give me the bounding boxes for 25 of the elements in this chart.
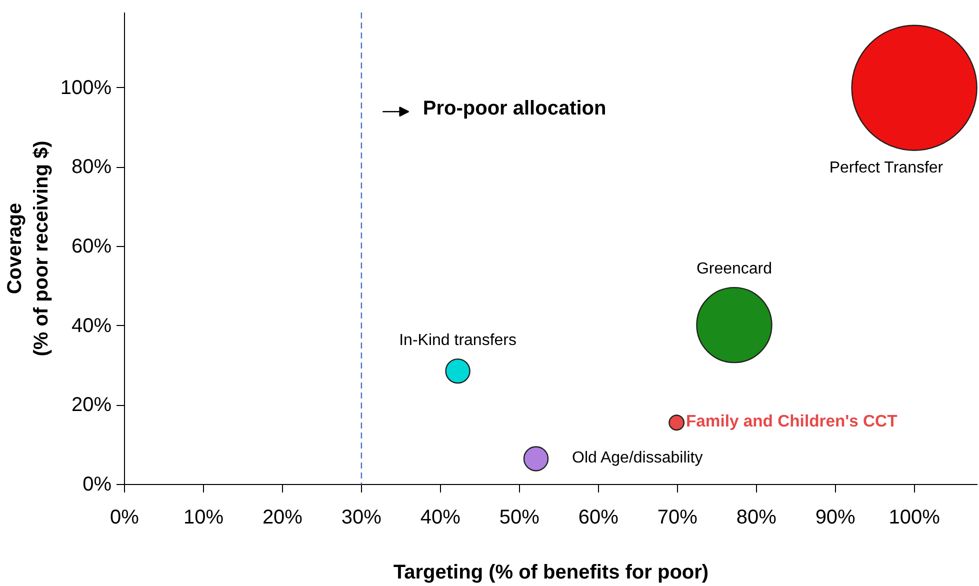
series-label: Perfect Transfer [829, 159, 944, 176]
x-tick-label: 20% [262, 506, 303, 528]
x-tick-label: 70% [657, 506, 698, 528]
x-tick-label: 80% [736, 506, 777, 528]
x-tick-label: 0% [110, 506, 140, 528]
series-label: Family and Children's CCT [686, 412, 898, 431]
y-tick-label: 40% [71, 314, 112, 337]
y-tick-label: 20% [71, 394, 112, 416]
y-axis-title: Coverage (% of poor receiving $) [4, 140, 52, 356]
y-tick-label: 100% [60, 76, 112, 99]
x-tick-label: 10% [183, 506, 224, 528]
x-tick-label: 100% [888, 506, 940, 528]
x-tick-label: 30% [341, 506, 382, 528]
series-label: In-Kind transfers [399, 332, 516, 350]
x-tick-label: 60% [578, 506, 619, 528]
y-tick-label: 60% [71, 236, 112, 258]
series-label: Old Age/dissability [572, 450, 703, 467]
x-tick-label: 90% [815, 506, 856, 528]
annotation: Pro-poor allocation [422, 98, 606, 120]
x-tick-label: 40% [420, 506, 461, 528]
x-axis-title: Targeting (% of benefits for poor) [393, 562, 709, 584]
series-label: Greencard [696, 260, 772, 278]
y-tick-label: 80% [71, 156, 112, 178]
y-tick-label: 0% [82, 474, 112, 496]
x-tick-label: 50% [499, 506, 540, 528]
